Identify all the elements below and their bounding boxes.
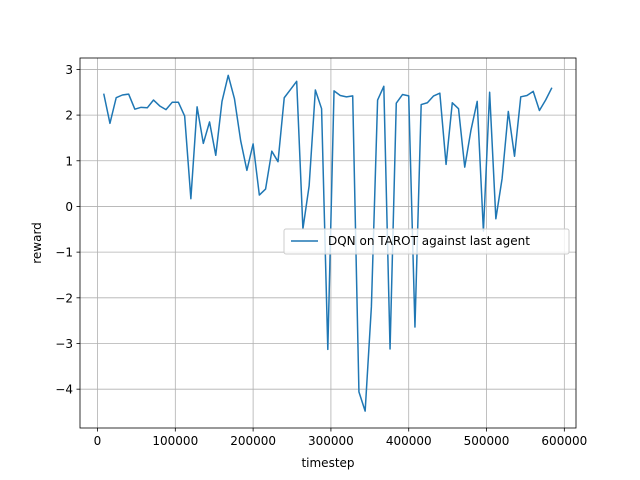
y-axis-label: reward — [30, 222, 44, 264]
x-axis: 0 100000 200000 300000 400000 500000 600000 — [94, 428, 587, 448]
legend: DQN on TAROT against last agent — [283, 228, 570, 255]
x-axis-label: timestep — [301, 456, 354, 470]
plot-frame — [79, 57, 577, 429]
x-tick-label: 500000 — [464, 434, 510, 448]
x-tick-label: 300000 — [308, 434, 354, 448]
x-tick-label: 400000 — [386, 434, 432, 448]
y-tick-label: 3 — [65, 63, 73, 77]
series-lines — [102, 74, 553, 412]
legend-label: DQN on TAROT against last agent — [328, 234, 530, 248]
x-tick-label: 600000 — [541, 434, 587, 448]
y-tick-label: −1 — [55, 246, 73, 260]
y-tick-label: −4 — [55, 383, 73, 397]
legend-box — [283, 228, 570, 255]
y-axis: −4 −3 −2 −1 0 1 2 3 — [55, 63, 80, 397]
y-tick-label: −2 — [55, 291, 73, 305]
series-line — [102, 74, 553, 412]
y-tick-label: −3 — [55, 337, 73, 351]
x-tick-label: 100000 — [152, 434, 198, 448]
x-tick-label: 200000 — [230, 434, 276, 448]
x-tick-label: 0 — [94, 434, 102, 448]
y-tick-label: 1 — [65, 154, 73, 168]
y-tick-label: 0 — [65, 200, 73, 214]
y-tick-label: 2 — [65, 109, 73, 123]
